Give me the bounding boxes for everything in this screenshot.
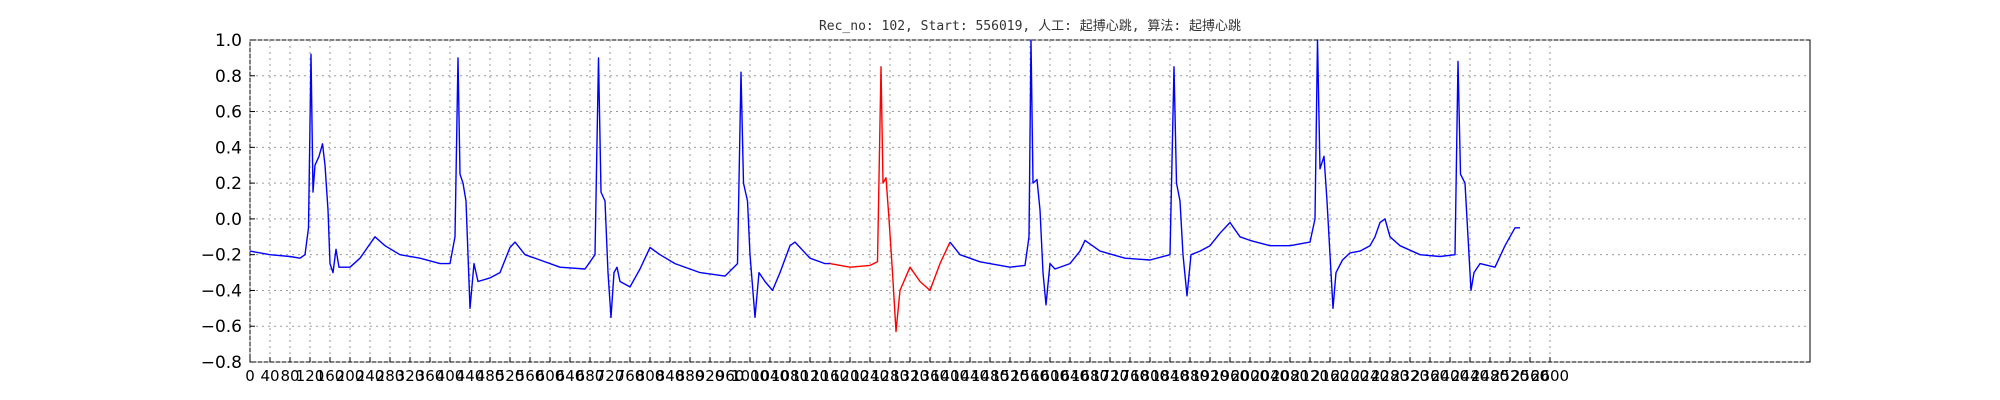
- x-tick-label: 1880: [1171, 367, 1209, 385]
- x-tick-label: 440: [456, 367, 485, 385]
- y-tick-label: 1.0: [215, 31, 242, 51]
- x-tick-label: 880: [676, 367, 705, 385]
- x-tick-label: 1040: [751, 367, 789, 385]
- x-tick-label: 2240: [1351, 367, 1389, 385]
- x-tick-label: 2440: [1451, 367, 1489, 385]
- x-tick-label: 2320: [1391, 367, 1429, 385]
- y-tick-label: 0.0: [215, 210, 242, 230]
- x-tick-label: 600: [536, 367, 565, 385]
- x-tick-label: 1200: [831, 367, 869, 385]
- x-tick-label: 1920: [1191, 367, 1229, 385]
- ecg-series-highlight: [829, 66, 951, 333]
- x-tick-label: 1120: [791, 367, 829, 385]
- x-tick-label: 1600: [1031, 367, 1069, 385]
- x-tick-label: 1640: [1051, 367, 1089, 385]
- x-tick-label: 2360: [1411, 367, 1449, 385]
- x-tick-label: 2400: [1431, 367, 1469, 385]
- x-tick-label: 840: [656, 367, 685, 385]
- y-tick-label: −0.4: [201, 281, 242, 301]
- x-tick-label: 2280: [1371, 367, 1409, 385]
- x-tick-label: 200: [336, 367, 365, 385]
- x-tick-label: 2160: [1311, 367, 1349, 385]
- x-tick-label: 720: [596, 367, 625, 385]
- x-tick-label: 40: [260, 367, 279, 385]
- ecg-series-after: [949, 39, 1520, 309]
- x-tick-label: 520: [496, 367, 525, 385]
- x-tick-label: 1480: [971, 367, 1009, 385]
- chart-title: Rec_no: 102, Start: 556019, 人工: 起搏心跳, 算法…: [818, 19, 1242, 34]
- x-tick-label: 1000: [731, 367, 769, 385]
- x-tick-label: 1760: [1111, 367, 1149, 385]
- x-tick-label: 640: [556, 367, 585, 385]
- x-tick-label: 2520: [1491, 367, 1529, 385]
- x-tick-label: 2000: [1231, 367, 1269, 385]
- x-tick-label: 1240: [851, 367, 889, 385]
- x-tick-label: 1680: [1071, 367, 1109, 385]
- x-tick-label: 800: [636, 367, 665, 385]
- x-tick-label: 400: [436, 367, 465, 385]
- x-tick-label: 2200: [1331, 367, 1369, 385]
- x-tick-label: 1960: [1211, 367, 1249, 385]
- x-tick-label: 0: [245, 367, 255, 385]
- ecg-series-before: [249, 53, 830, 318]
- y-axis-ticks: 1.0 0.8 0.6 0.4 0.2 0.0 −0.2 −0.4 −0.6 −0.8: [201, 31, 255, 373]
- x-tick-label: 920: [696, 367, 725, 385]
- x-tick-label: 280: [376, 367, 405, 385]
- x-tick-label: 1360: [911, 367, 949, 385]
- x-tick-label: 680: [576, 367, 605, 385]
- x-axis-ticks: 0 40 8012016020024028032036040044048052056…: [245, 357, 1569, 385]
- x-tick-label: 1840: [1151, 367, 1189, 385]
- x-tick-label: 2120: [1291, 367, 1329, 385]
- x-tick-label: 1160: [811, 367, 849, 385]
- y-tick-label: 0.4: [215, 138, 242, 158]
- y-tick-label: 0.2: [215, 174, 242, 194]
- ecg-traces: [249, 39, 1520, 333]
- x-tick-label: 1440: [951, 367, 989, 385]
- x-tick-label: 1400: [931, 367, 969, 385]
- x-tick-label: 320: [396, 367, 425, 385]
- y-tick-label: 0.6: [215, 103, 242, 123]
- x-tick-label: 760: [616, 367, 645, 385]
- x-tick-label: 2600: [1531, 367, 1569, 385]
- x-tick-label: 2560: [1511, 367, 1549, 385]
- x-tick-label: 160: [316, 367, 345, 385]
- y-tick-label: −0.8: [201, 353, 242, 373]
- x-tick-label: 240: [356, 367, 385, 385]
- x-tick-label: 1520: [991, 367, 1029, 385]
- x-tick-label: 1080: [771, 367, 809, 385]
- x-tick-label: 1320: [891, 367, 929, 385]
- x-tick-label: 1800: [1131, 367, 1169, 385]
- x-tick-label: 120: [296, 367, 325, 385]
- x-tick-label: 80: [280, 367, 299, 385]
- y-tick-label: −0.2: [201, 246, 242, 266]
- x-tick-label: 1720: [1091, 367, 1129, 385]
- x-tick-label: 2480: [1471, 367, 1509, 385]
- x-tick-label: 960: [716, 367, 745, 385]
- x-tick-label: 560: [516, 367, 545, 385]
- y-tick-label: −0.6: [201, 317, 242, 337]
- x-tick-label: 1560: [1011, 367, 1049, 385]
- x-tick-label: 480: [476, 367, 505, 385]
- y-tick-label: 0.8: [215, 67, 242, 87]
- x-tick-label: 1280: [871, 367, 909, 385]
- x-tick-label: 360: [416, 367, 445, 385]
- x-tick-label: 2040: [1251, 367, 1289, 385]
- x-tick-label: 2080: [1271, 367, 1309, 385]
